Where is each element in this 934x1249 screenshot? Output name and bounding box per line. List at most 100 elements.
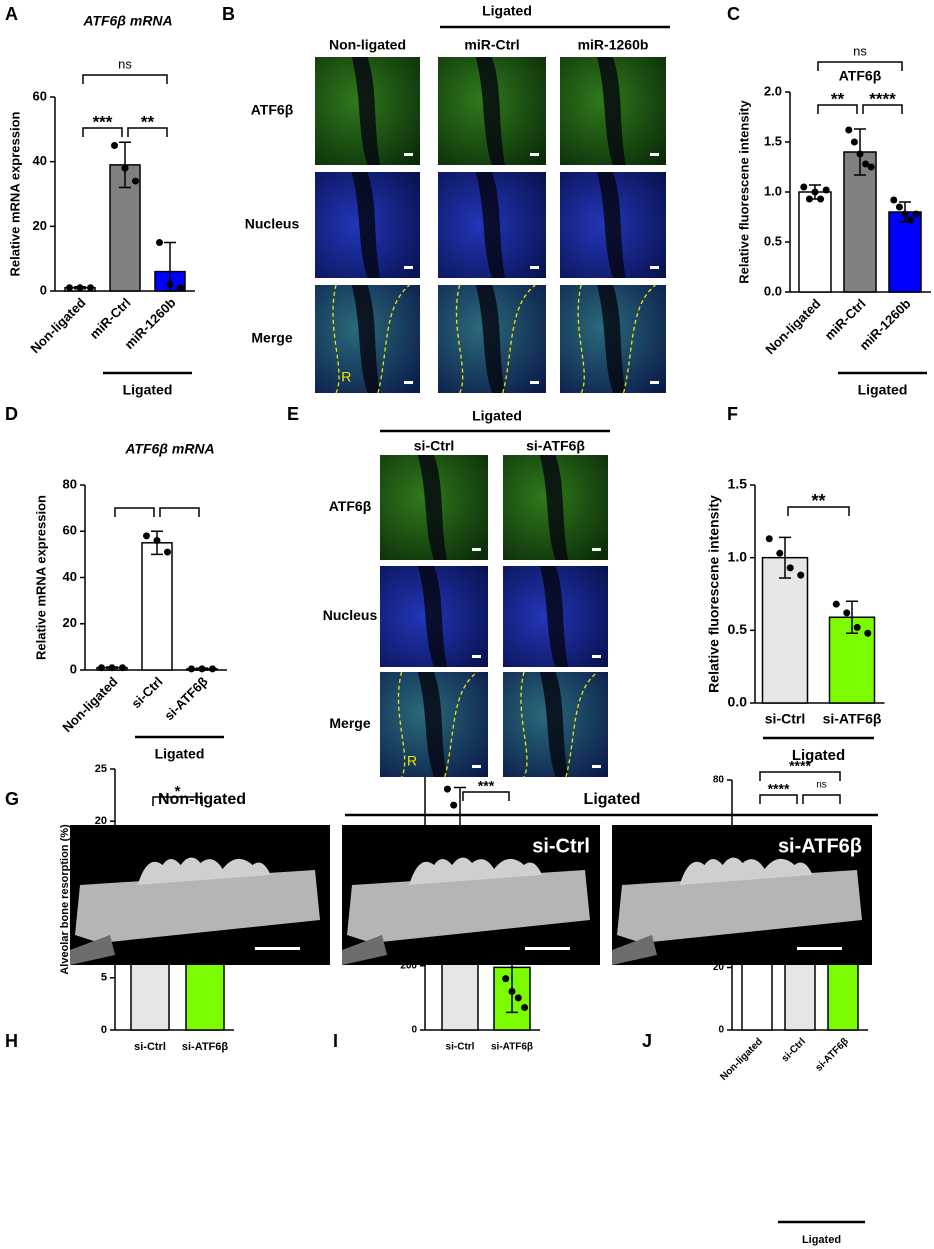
scale-bar [255, 947, 300, 950]
x-tick-label: Non-ligated [59, 674, 120, 735]
row-label: ATF6β [251, 102, 294, 118]
data-point [850, 138, 858, 146]
panel-letter: D [5, 404, 18, 424]
y-tick-label: 20 [713, 962, 725, 973]
scale-bar [530, 381, 539, 384]
data-point [502, 975, 510, 983]
significance-bracket [759, 771, 841, 781]
column-label: si-Ctrl [414, 438, 454, 454]
x-tick-label: si-Ctrl [780, 1036, 808, 1064]
x-tick-label: Non-ligated [762, 296, 823, 357]
data-point [121, 164, 129, 172]
outline [455, 284, 536, 394]
significance-label: ns [118, 56, 132, 71]
debris [612, 935, 657, 965]
scale-bar [592, 548, 601, 551]
y-tick-label: 0.0 [764, 283, 782, 298]
significance-bracket [114, 507, 155, 517]
panel-letter: G [5, 789, 19, 809]
panel-letter: J [642, 1031, 652, 1051]
group-label: Ligated [792, 747, 845, 764]
outline [520, 671, 598, 778]
data-point [98, 664, 105, 672]
group-label: Ligated [472, 408, 522, 424]
panel-letter: I [333, 1031, 338, 1051]
data-point [845, 126, 853, 134]
significance-bracket [82, 74, 168, 84]
data-point [901, 210, 909, 218]
y-tick-label: 1.5 [764, 133, 782, 148]
data-point [786, 564, 794, 572]
scale-bar [472, 548, 481, 551]
scale-bar [797, 947, 842, 950]
y-tick-label: 0 [718, 1025, 724, 1036]
panel-letter: F [727, 404, 738, 424]
tissue-gap [597, 285, 626, 393]
significance-label: ** [831, 89, 845, 108]
significance-label: ** [141, 112, 155, 131]
image-label: si-ATF6β [778, 835, 862, 857]
x-tick-label: si-ATF6β [182, 1041, 229, 1053]
y-tick-label: 80 [713, 775, 725, 786]
scale-bar [472, 655, 481, 658]
scale-bar [404, 266, 413, 269]
y-axis-label: Relative fluorescene intensity [736, 99, 751, 283]
data-point [832, 600, 840, 608]
significance-label: * [175, 783, 181, 800]
y-axis-label: Alveolar bone resorption (%) [59, 824, 71, 975]
scale-bar [530, 153, 539, 156]
bar [798, 191, 832, 293]
y-tick-label: 40 [33, 153, 47, 168]
y-tick-label: 20 [95, 815, 107, 827]
data-point [108, 664, 116, 672]
scale-bar [592, 765, 601, 768]
panel-letter: H [5, 1031, 18, 1051]
data-point [912, 210, 920, 218]
tissue-gap [351, 285, 381, 393]
error-bar [846, 600, 858, 634]
panel-letter: C [727, 4, 740, 24]
significance-bracket [817, 61, 903, 71]
y-tick-label: 40 [63, 569, 77, 584]
x-tick-label: si-Ctrl [134, 1041, 166, 1053]
data-point [776, 549, 784, 557]
x-tick-label: Non-ligated [718, 1036, 765, 1083]
annotation: R [407, 753, 417, 769]
tissue-gap [475, 285, 505, 393]
column-label: Non-ligated [158, 791, 246, 808]
x-tick-label: si-ATF6β [491, 1042, 533, 1053]
significance-bracket [159, 507, 200, 517]
significance-bracket [802, 794, 841, 804]
y-tick-label: 0.5 [728, 621, 748, 637]
scale-bar [592, 655, 601, 658]
y-tick-label: 20 [63, 615, 77, 630]
group-label: Ligated [584, 791, 641, 808]
image-label: si-Ctrl [532, 835, 590, 857]
significance-label: ** [811, 491, 825, 511]
scale-bar [530, 266, 539, 269]
scale-bar [404, 381, 413, 384]
teeth [409, 857, 543, 885]
y-tick-label: 1.0 [764, 183, 782, 198]
data-point [66, 284, 73, 292]
row-label: Nucleus [245, 216, 300, 232]
teeth [137, 857, 271, 885]
y-axis-label: Relative mRNA expression [33, 495, 48, 660]
data-point [811, 188, 819, 196]
error-bar [779, 536, 791, 579]
data-point [443, 785, 451, 793]
y-tick-label: 200 [400, 960, 417, 971]
y-tick-label: 1.5 [728, 476, 748, 492]
scale-bar [650, 266, 659, 269]
significance-label: *** [478, 778, 495, 794]
data-point [164, 548, 171, 556]
data-point [817, 195, 825, 203]
y-tick-label: 25 [95, 763, 107, 775]
data-point [188, 665, 195, 673]
scale-bar [650, 381, 659, 384]
column-label: miR-Ctrl [464, 37, 519, 53]
scale-bar [472, 765, 481, 768]
tissue-gap [417, 566, 447, 667]
column-label: miR-1260b [578, 37, 649, 53]
